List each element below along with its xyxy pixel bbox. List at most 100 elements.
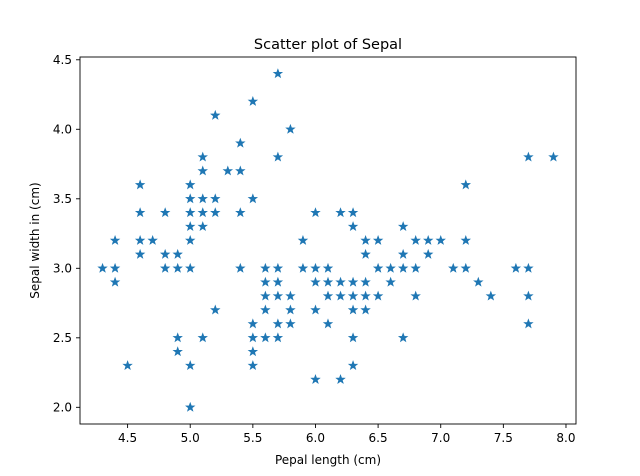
- data-point: [197, 332, 208, 343]
- data-point: [285, 290, 296, 301]
- data-point: [310, 207, 321, 218]
- x-tick-label: 8.0: [556, 431, 575, 445]
- x-tick-label: 6.5: [369, 431, 388, 445]
- data-point: [122, 360, 133, 371]
- data-point: [272, 262, 284, 273]
- data-point: [422, 235, 434, 245]
- data-point: [310, 262, 321, 273]
- data-point: [460, 179, 471, 190]
- data-point: [322, 276, 334, 287]
- data-point: [460, 235, 471, 245]
- data-point: [523, 151, 534, 162]
- y-tick-label: 2.0: [53, 400, 72, 414]
- data-point: [523, 290, 534, 301]
- data-point: [272, 68, 284, 79]
- data-point: [322, 262, 334, 273]
- data-point: [185, 401, 196, 412]
- data-point: [322, 318, 334, 329]
- x-tick-label: 7.5: [494, 431, 513, 445]
- data-point: [134, 248, 146, 259]
- data-point: [272, 151, 284, 162]
- data-point: [347, 221, 359, 232]
- data-point: [134, 179, 146, 190]
- y-tick-label: 2.5: [53, 331, 72, 345]
- x-tick-label: 6.0: [306, 431, 325, 445]
- data-point: [360, 304, 371, 315]
- data-point: [109, 262, 121, 273]
- y-axis: 2.0 2.5 3.0 3.5 4.0 4.5: [53, 53, 80, 414]
- data-point: [210, 207, 221, 218]
- data-point: [397, 221, 409, 232]
- data-point: [247, 96, 259, 106]
- data-point: [172, 346, 183, 357]
- data-point: [372, 235, 384, 245]
- data-point: [335, 374, 346, 384]
- data-point: [285, 304, 296, 315]
- data-point: [310, 276, 321, 287]
- data-point: [360, 290, 371, 301]
- data-point: [185, 207, 196, 218]
- data-point: [172, 248, 183, 259]
- data-point: [335, 290, 346, 301]
- data-point: [247, 193, 259, 204]
- data-point: [347, 332, 359, 343]
- x-axis-label: Pepal length (cm): [275, 453, 381, 467]
- data-point: [210, 304, 221, 315]
- data-point: [222, 165, 234, 176]
- data-point: [97, 262, 108, 273]
- data-point: [523, 262, 534, 273]
- data-point: [235, 165, 246, 176]
- data-point: [372, 262, 384, 273]
- data-point: [172, 262, 183, 273]
- data-point: [347, 360, 359, 371]
- data-point: [172, 332, 183, 343]
- data-point: [197, 165, 208, 176]
- data-point: [297, 262, 309, 273]
- data-point: [285, 123, 296, 134]
- data-point: [485, 290, 497, 301]
- x-tick-label: 7.0: [431, 431, 450, 445]
- data-point: [335, 207, 346, 218]
- x-tick-label: 5.5: [243, 431, 262, 445]
- data-point: [185, 262, 196, 273]
- y-axis-label: Sepal width in (cm): [28, 182, 42, 298]
- data-point: [310, 374, 321, 384]
- data-point: [185, 221, 196, 232]
- data-point: [272, 276, 284, 287]
- data-point: [260, 332, 271, 343]
- data-points: [97, 68, 559, 412]
- data-point: [435, 235, 446, 245]
- data-point: [347, 304, 359, 315]
- x-tick-label: 4.5: [118, 431, 137, 445]
- data-point: [397, 332, 409, 343]
- data-point: [272, 318, 284, 329]
- data-point: [272, 290, 284, 301]
- data-point: [360, 248, 371, 259]
- data-point: [210, 193, 221, 204]
- data-point: [360, 235, 371, 245]
- data-point: [285, 318, 296, 329]
- data-point: [347, 207, 359, 218]
- data-point: [247, 332, 259, 343]
- data-point: [473, 276, 484, 287]
- data-point: [197, 193, 208, 204]
- data-point: [235, 262, 246, 273]
- data-point: [197, 207, 208, 218]
- x-axis: 4.5 5.0 5.5 6.0 6.5 7.0 7.5 8.0: [118, 424, 576, 445]
- x-tick-label: 5.0: [181, 431, 200, 445]
- data-point: [260, 262, 271, 273]
- y-tick-label: 4.5: [53, 53, 72, 67]
- data-point: [410, 290, 421, 301]
- data-point: [109, 235, 121, 245]
- data-point: [372, 290, 384, 301]
- data-point: [247, 346, 259, 357]
- data-point: [147, 235, 158, 245]
- data-point: [260, 304, 271, 315]
- data-point: [159, 248, 171, 259]
- data-point: [247, 318, 259, 329]
- data-point: [460, 262, 471, 273]
- data-point: [185, 235, 196, 245]
- data-point: [247, 360, 259, 371]
- data-point: [385, 276, 396, 287]
- data-point: [197, 221, 208, 232]
